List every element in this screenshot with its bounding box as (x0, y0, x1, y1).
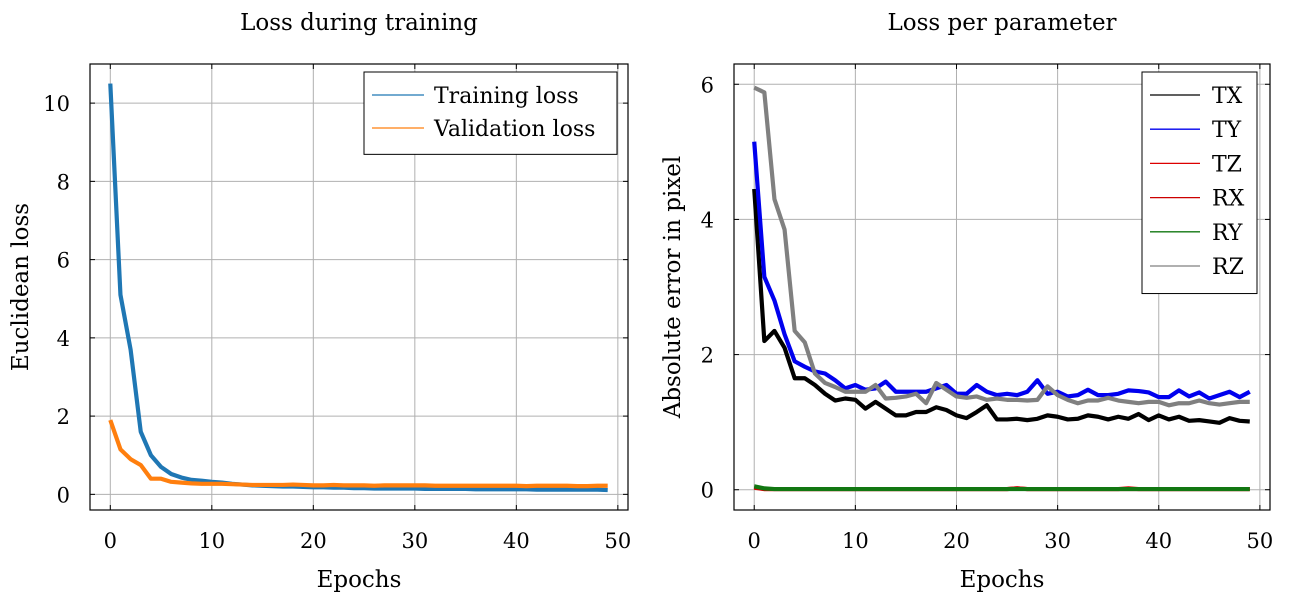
series-line-rz (753, 85, 1250, 408)
x-axis-label: Epochs (960, 567, 1045, 593)
legend: TX TY TZ RX RY RZ (1141, 71, 1258, 295)
legend-label-tz: TZ (1212, 152, 1242, 177)
y-tick-label: 10 (43, 92, 70, 116)
x-tick-label: 40 (1145, 529, 1172, 553)
y-tick-label: 4 (701, 208, 714, 232)
series-line-validation-loss (108, 419, 608, 489)
y-tick-label: 2 (701, 344, 714, 368)
chart-title: Loss during training (240, 10, 478, 36)
chart-title: Loss per parameter (887, 10, 1116, 36)
y-tick-label: 8 (57, 170, 70, 194)
x-tick-label: 20 (300, 529, 327, 553)
axes-frame (89, 63, 629, 511)
plot-area (752, 85, 1251, 492)
x-axis-label: Epochs (317, 567, 402, 593)
legend-label-rz: RZ (1212, 255, 1244, 280)
y-tick-label: 6 (57, 249, 70, 273)
legend-label-validation-loss: Validation loss (433, 117, 595, 142)
axes-frame (733, 63, 1271, 511)
y-tick-label: 0 (701, 479, 714, 503)
legend-box (1141, 71, 1258, 295)
x-tick-label: 30 (1044, 529, 1071, 553)
x-tick-label: 10 (842, 529, 869, 553)
series-line-tx (752, 188, 1250, 425)
chart-2: 0 10 20 30 40 50 0 2 4 6 Loss per parameter Epochs A… (660, 10, 1273, 593)
legend-label-tx: TX (1212, 84, 1243, 109)
legend-box (363, 71, 618, 155)
series-line-ry (753, 484, 1250, 492)
series-line-ty (752, 141, 1251, 401)
chart-1: 0 10 20 30 40 50 0 2 4 6 8 10 Loss during training Ep… (8, 10, 631, 593)
legend-label-rx: RX (1212, 187, 1245, 212)
legend: Training loss Validation loss (363, 71, 618, 155)
x-tick-label: 20 (943, 529, 970, 553)
legend-label-ty: TY (1212, 118, 1242, 143)
x-tick-label: 10 (198, 529, 225, 553)
x-tick-label: 0 (104, 529, 117, 553)
x-tick-label: 40 (503, 529, 530, 553)
y-axis-label: Absolute error in pixel (660, 156, 686, 420)
y-tick-label: 0 (57, 483, 70, 507)
x-tick-label: 30 (401, 529, 428, 553)
series-line-training-loss (108, 83, 608, 493)
y-tick-label: 4 (57, 327, 70, 351)
legend-label-ry: RY (1212, 221, 1243, 246)
plot-area (108, 83, 608, 493)
x-tick-label: 50 (604, 529, 631, 553)
y-axis-label: Euclidean loss (8, 203, 34, 371)
legend-label-training-loss: Training loss (434, 84, 579, 109)
y-tick-label: 6 (701, 73, 714, 97)
x-tick-label: 50 (1247, 529, 1274, 553)
x-tick-label: 0 (748, 529, 761, 553)
y-tick-label: 2 (57, 405, 70, 429)
